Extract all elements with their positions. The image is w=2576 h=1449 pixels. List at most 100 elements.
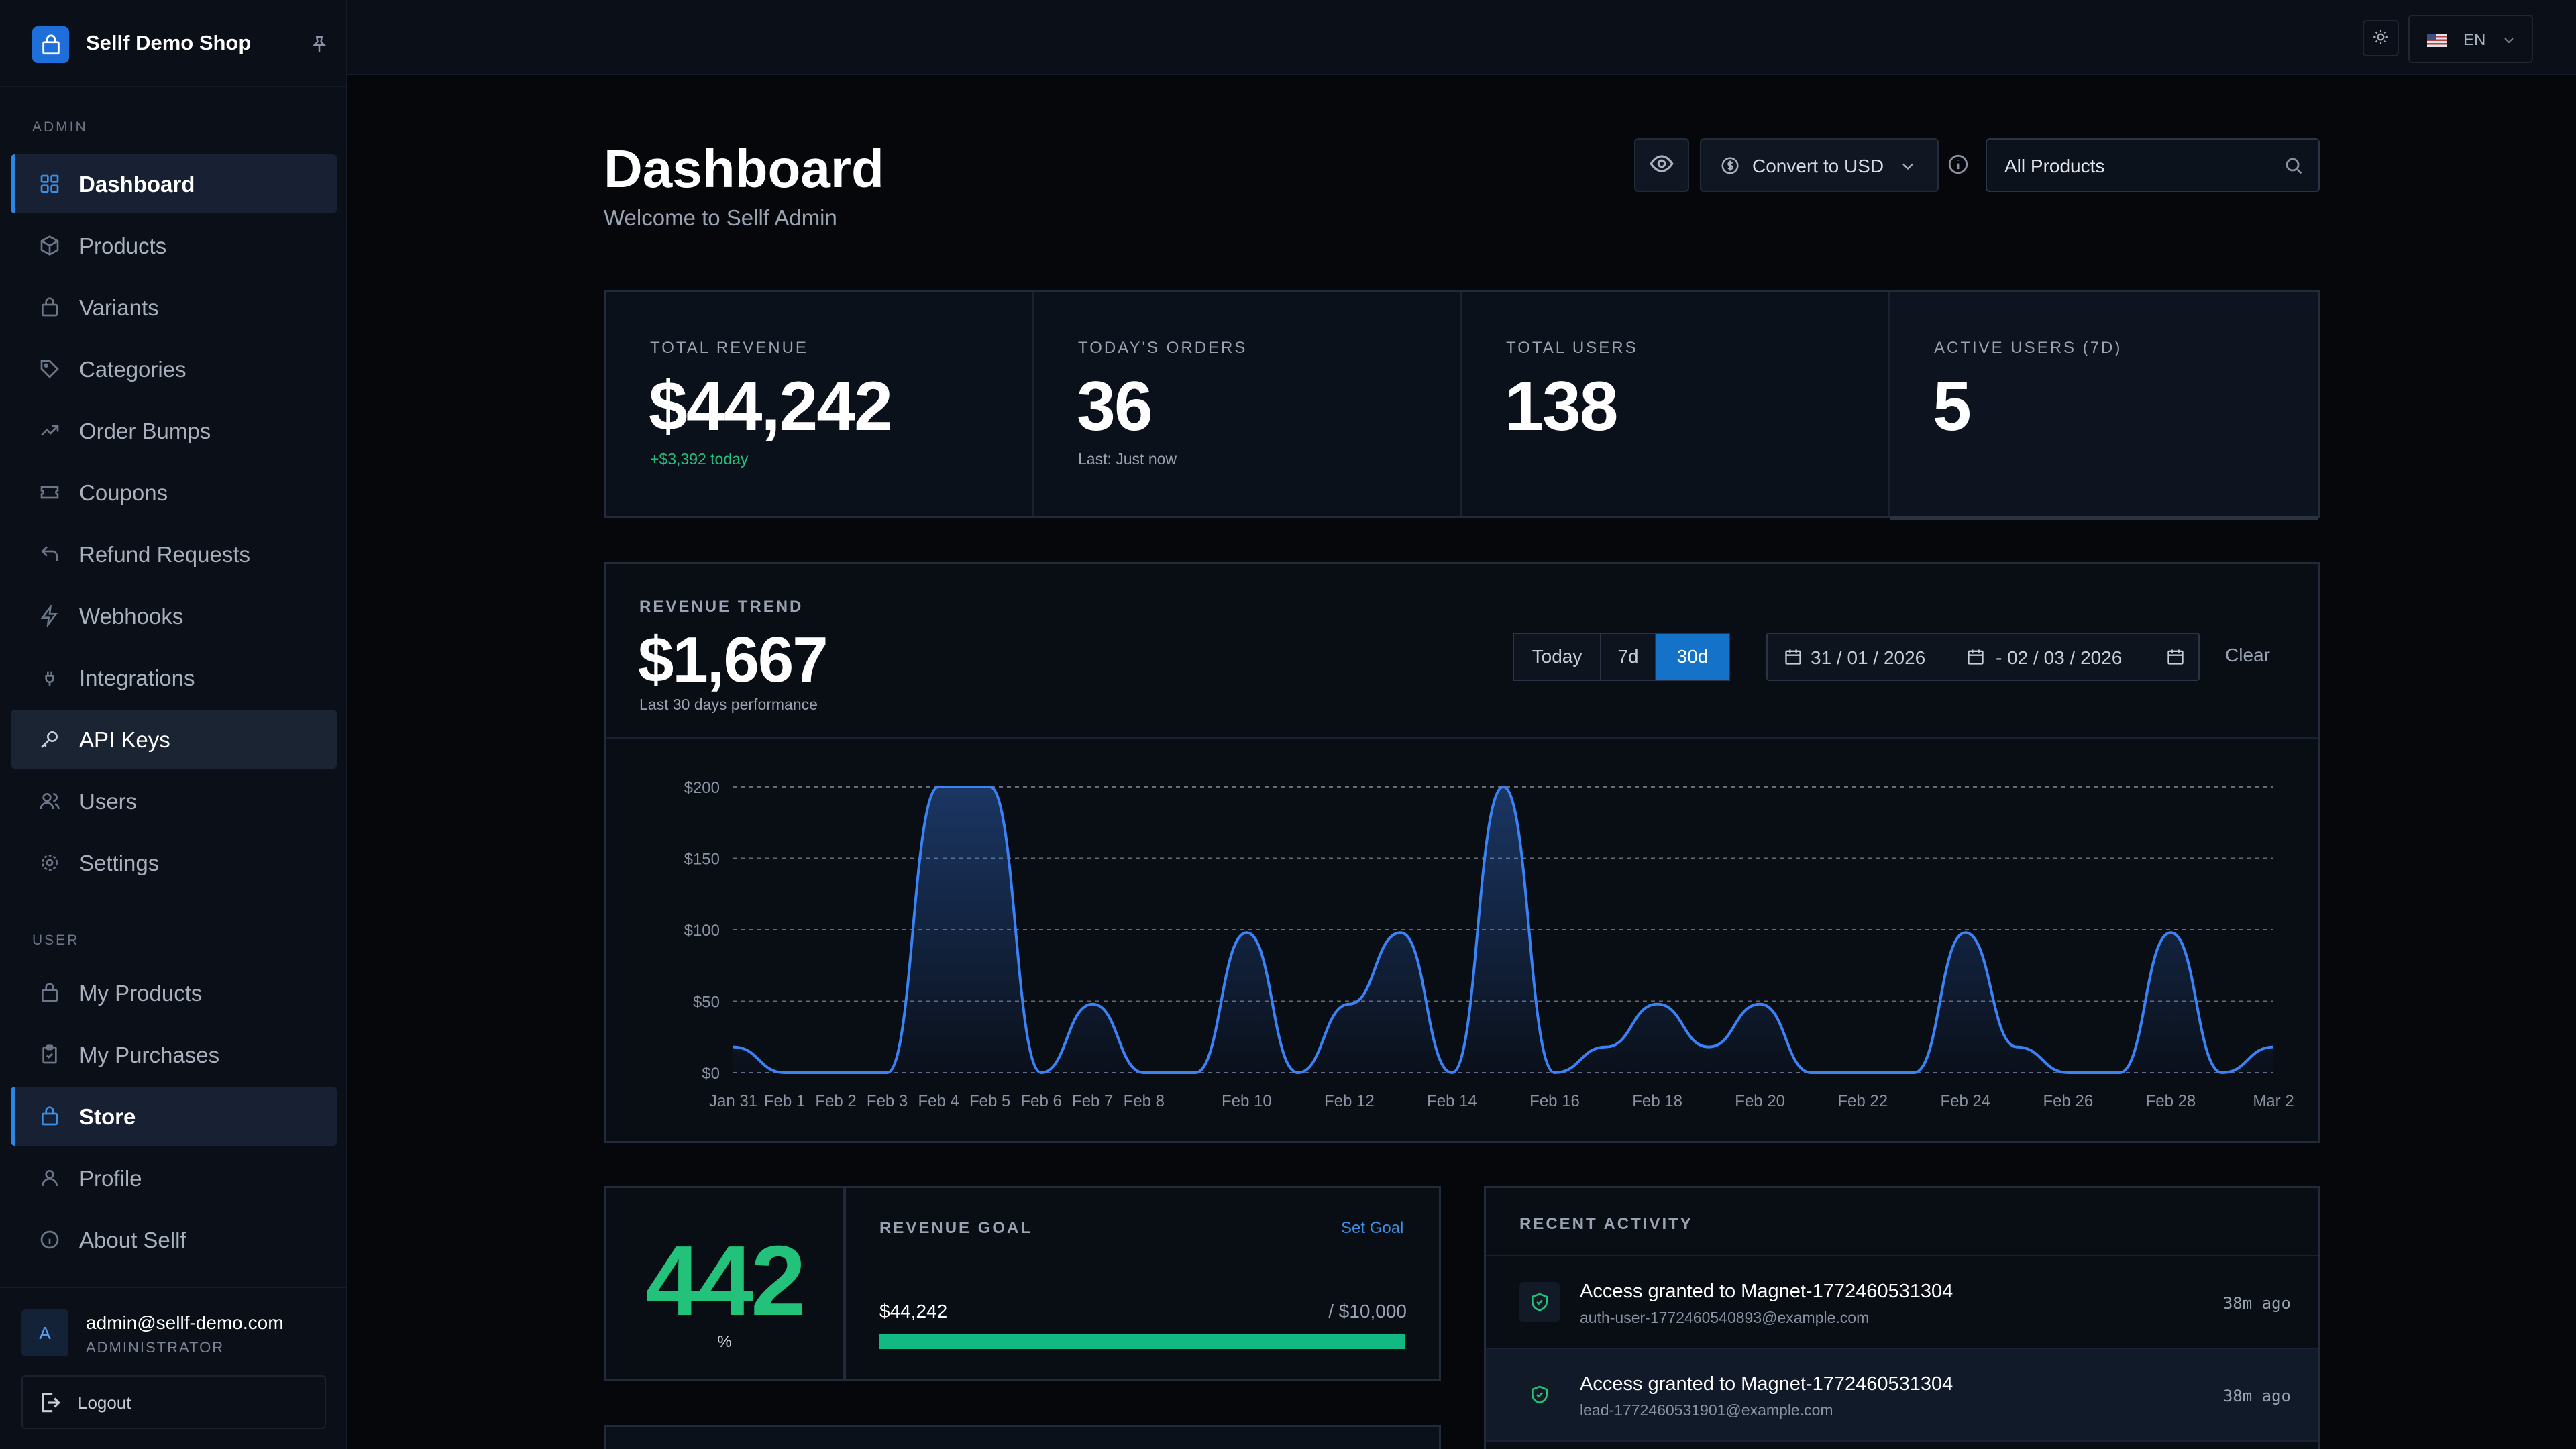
sun-icon — [2372, 28, 2390, 49]
language-select[interactable]: EN — [2408, 15, 2533, 63]
sidebar-item-label: Refund Requests — [79, 542, 250, 567]
x-tick-label: Jan 31 — [709, 1092, 757, 1110]
convert-currency-dropdown[interactable]: Convert to USD — [1700, 138, 1939, 192]
activity-title: RECENT ACTIVITY — [1519, 1215, 1693, 1233]
sidebar-item-label: Store — [79, 1104, 136, 1129]
sidebar-item-label: Order Bumps — [79, 419, 211, 443]
date-range-picker[interactable]: 31 / 01 / 2026 - 02 / 03 / 2026 — [1766, 633, 2200, 681]
range-7d-button[interactable]: 7d — [1601, 634, 1656, 680]
range-today-button[interactable]: Today — [1514, 634, 1601, 680]
user-email: admin@sellf-demo.com — [86, 1312, 284, 1333]
sidebar-item-integrations[interactable]: Integrations — [11, 648, 337, 707]
sidebar-item-settings[interactable]: Settings — [11, 833, 337, 892]
sidebar-item-my-purchases[interactable]: My Purchases — [11, 1025, 337, 1084]
clear-date-button[interactable]: Clear — [2225, 645, 2270, 665]
stat-label: ACTIVE USERS (7D) — [1934, 339, 2123, 357]
x-tick-label: Feb 16 — [1529, 1092, 1580, 1110]
x-tick-label: Feb 8 — [1124, 1092, 1165, 1110]
shop-logo-icon[interactable] — [32, 26, 69, 63]
stat-value: 5 — [1933, 368, 1972, 445]
stat-label: TOTAL USERS — [1506, 339, 1638, 357]
x-tick-label: Feb 22 — [1837, 1092, 1888, 1110]
user-role: ADMINISTRATOR — [86, 1339, 225, 1356]
date-from[interactable]: 31 / 01 / 2026 — [1811, 647, 1926, 668]
sidebar-item-refund-requests[interactable]: Refund Requests — [11, 525, 337, 584]
eye-icon — [1649, 151, 1674, 180]
user-card: A admin@sellf-demo.com ADMINISTRATOR Log… — [0, 1287, 346, 1449]
y-tick-label: $100 — [684, 922, 720, 940]
pin-icon[interactable] — [307, 32, 331, 56]
goal-percent-unit: % — [717, 1333, 732, 1351]
divider — [1486, 1255, 2318, 1256]
stats-panel: TOTAL REVENUE $44,242 +$3,392 today TODA… — [604, 290, 2320, 520]
sidebar-item-products[interactable]: Products — [11, 216, 337, 275]
x-tick-label: Feb 6 — [1021, 1092, 1062, 1110]
sidebar-item-store[interactable]: Store — [11, 1087, 337, 1146]
revenue-area — [733, 787, 2273, 1073]
stat-sub: Last: Just now — [1078, 450, 1177, 468]
search-icon[interactable] — [2282, 154, 2305, 177]
activity-item[interactable]: Access granted to Magnet-1772460531304 l… — [1486, 1349, 2318, 1442]
sidebar-item-categories[interactable]: Categories — [11, 339, 337, 398]
calendar-icon[interactable] — [1966, 647, 1985, 666]
activity-time: 38m ago — [2222, 1387, 2291, 1405]
visibility-toggle-button[interactable] — [1634, 138, 1689, 192]
product-filter-input[interactable]: All Products — [1986, 138, 2320, 192]
calendar-icon[interactable] — [2166, 647, 2185, 666]
range-30d-button[interactable]: 30d — [1656, 634, 1729, 680]
sidebar-item-profile[interactable]: Profile — [11, 1148, 337, 1208]
x-tick-label: Feb 7 — [1072, 1092, 1113, 1110]
page-title: Dashboard — [604, 139, 884, 199]
dollar-circle-icon — [1720, 156, 1740, 176]
activity-item[interactable]: Access granted to Magnet-1772460531304 a… — [1486, 1256, 2318, 1349]
x-tick-label: Feb 12 — [1324, 1092, 1375, 1110]
theme-toggle-button[interactable] — [2363, 20, 2399, 56]
sidebar-item-users[interactable]: Users — [11, 771, 337, 830]
logout-button[interactable]: Logout — [21, 1375, 326, 1429]
sidebar-item-api-keys[interactable]: API Keys — [11, 710, 337, 769]
sidebar-item-order-bumps[interactable]: Order Bumps — [11, 401, 337, 460]
tag-icon — [36, 356, 63, 382]
sidebar-item-label: About Sellf — [79, 1228, 186, 1252]
sidebar-item-dashboard[interactable]: Dashboard — [11, 154, 337, 213]
sidebar-item-variants[interactable]: Variants — [11, 278, 337, 337]
sidebar-item-label: Coupons — [79, 480, 168, 505]
sidebar-item-coupons[interactable]: Coupons — [11, 463, 337, 522]
shop-name[interactable]: Sellf Demo Shop — [86, 31, 252, 54]
sidebar-item-label: My Products — [79, 981, 203, 1006]
range-segmented-control: Today 7d 30d — [1513, 633, 1730, 681]
stat-total-revenue: TOTAL REVENUE $44,242 +$3,392 today — [606, 292, 1034, 516]
sidebar-item-webhooks[interactable]: Webhooks — [11, 586, 337, 645]
sidebar-item-label: Settings — [79, 851, 160, 875]
x-tick-label: Feb 18 — [1632, 1092, 1682, 1110]
goal-label: REVENUE GOAL — [879, 1219, 1033, 1237]
stat-value: 36 — [1077, 368, 1153, 445]
language-label: EN — [2463, 31, 2486, 49]
stat-todays-orders: TODAY'S ORDERS 36 Last: Just now — [1034, 292, 1462, 516]
sidebar-item-label: My Purchases — [79, 1042, 220, 1067]
info-icon — [36, 1226, 63, 1253]
date-to[interactable]: - 02 / 03 / 2026 — [1996, 647, 2123, 668]
logout-icon — [38, 1390, 63, 1415]
stat-label: TODAY'S ORDERS — [1078, 339, 1248, 357]
grid-icon — [36, 170, 63, 197]
calendar-icon[interactable] — [1784, 647, 1803, 666]
top-bar — [347, 0, 2576, 75]
revenue-goal-card: REVENUE GOAL Set Goal $44,242 / $10,000 — [844, 1186, 1441, 1381]
y-tick-label: $150 — [684, 851, 720, 869]
avatar[interactable]: A — [21, 1309, 68, 1356]
info-icon[interactable] — [1947, 153, 1970, 176]
ticket-icon — [36, 479, 63, 506]
trend-subtitle: Last 30 days performance — [639, 696, 818, 713]
stat-value: 138 — [1505, 368, 1619, 445]
sidebar-item-about[interactable]: About Sellf — [11, 1210, 337, 1269]
gear-icon — [36, 849, 63, 876]
set-goal-link[interactable]: Set Goal — [1341, 1219, 1404, 1237]
goal-target: / $10,000 — [1328, 1301, 1407, 1322]
x-tick-label: Feb 1 — [764, 1092, 805, 1110]
box-icon — [36, 232, 63, 259]
chevron-down-icon — [2501, 32, 2517, 48]
sidebar-item-my-products[interactable]: My Products — [11, 963, 337, 1022]
activity-title-text: Access granted to Magnet-1772460531304 — [1580, 1281, 1953, 1302]
goal-progress-fill — [879, 1334, 1405, 1349]
